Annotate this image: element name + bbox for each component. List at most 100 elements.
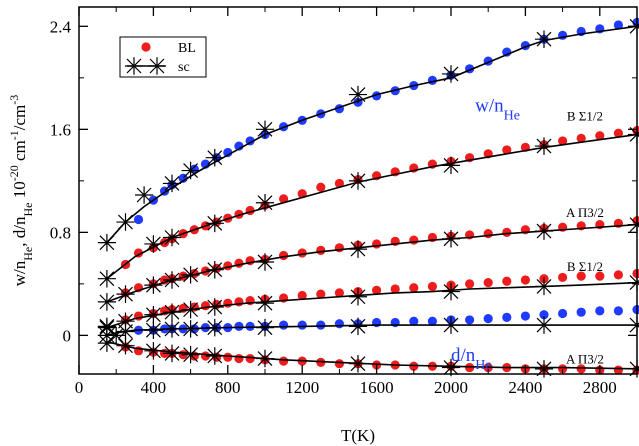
data-point	[390, 284, 400, 294]
sc-marker	[181, 266, 200, 284]
series-5	[97, 334, 639, 378]
x-tick-label: 1600	[360, 378, 394, 397]
data-point	[279, 250, 289, 261]
sc-marker	[255, 294, 275, 312]
data-point	[502, 145, 512, 155]
data-point	[520, 275, 531, 285]
y-tick-label: 0.8	[50, 223, 71, 242]
sc-marker	[441, 65, 461, 83]
data-point	[613, 270, 624, 280]
axes: 0 400 800 1200 1600 2000 2400 2800 0 0.8 1.6 2.4	[50, 7, 637, 397]
data-point	[334, 319, 344, 329]
sc-marker	[205, 148, 224, 167]
data-point	[409, 316, 419, 326]
data-point	[595, 131, 605, 141]
data-point	[409, 283, 419, 293]
curve-label-aw: A Π3/2	[566, 205, 604, 220]
data-point	[234, 297, 244, 307]
curve-label-bw: B Σ1/2	[567, 108, 603, 123]
data-point	[223, 298, 233, 308]
sc-marker	[348, 240, 368, 258]
data-point	[632, 268, 639, 279]
data-point	[279, 320, 289, 330]
data-point	[465, 362, 475, 373]
data-point	[372, 360, 382, 370]
y-tick-label: 0	[63, 326, 72, 345]
data-point	[558, 272, 568, 283]
data-point	[234, 258, 244, 268]
data-point	[502, 312, 512, 322]
sc-marker	[97, 334, 116, 352]
x-tick-label: 400	[141, 378, 167, 397]
sc-marker	[205, 318, 224, 337]
data-point	[576, 364, 586, 374]
sc-marker	[441, 316, 461, 334]
data-point	[200, 266, 211, 276]
legend-dot	[141, 42, 151, 52]
sc-marker	[205, 298, 224, 316]
data-point	[279, 194, 289, 204]
sc-marker	[348, 172, 368, 190]
sc-marker	[97, 293, 116, 311]
sc-marker	[144, 276, 163, 294]
data-point	[334, 243, 344, 253]
sc-marker	[162, 320, 182, 338]
y-axis-title: w/nHe, d/nHe 10-20 cm-1/cm-3	[7, 95, 35, 287]
sc-marker	[116, 336, 135, 355]
sc-marker	[534, 137, 554, 155]
sc-marker	[144, 342, 163, 360]
sc-marker	[162, 271, 182, 289]
data-point	[465, 279, 475, 289]
sc-marker	[181, 300, 200, 319]
sc-marker	[97, 317, 116, 336]
data-point	[297, 320, 307, 330]
data-point	[427, 316, 437, 326]
x-tick-label: 0	[75, 378, 84, 397]
x-tick-label: 1200	[285, 378, 319, 397]
data-point	[427, 281, 437, 292]
data-point	[316, 320, 326, 330]
sc-marker	[162, 174, 182, 193]
sc-marker	[97, 233, 116, 252]
data-point	[200, 301, 211, 311]
data-point	[576, 271, 586, 281]
sc-marker	[162, 344, 182, 363]
data-point	[558, 364, 568, 374]
sc-marker	[205, 214, 224, 233]
curve-label-bd: B Σ1/2	[567, 259, 603, 274]
sc-marker	[534, 222, 554, 240]
y-tick-label: 1.6	[50, 120, 71, 139]
sc-marker	[162, 228, 182, 247]
data-point	[539, 310, 549, 320]
sc-marker	[441, 156, 461, 175]
sc-marker	[135, 186, 154, 204]
data-point	[632, 305, 639, 315]
data-point	[502, 227, 512, 237]
sc-marker	[348, 317, 368, 336]
sc-marker	[348, 85, 368, 104]
series-0	[97, 17, 639, 270]
sc-marker	[255, 120, 275, 139]
sc-marker	[107, 326, 126, 345]
data-point	[483, 314, 493, 324]
data-point	[223, 352, 233, 362]
sc-marker	[181, 320, 200, 338]
data-point	[316, 182, 326, 192]
data-point	[316, 245, 326, 255]
data-point	[279, 356, 289, 366]
sc-marker	[97, 269, 116, 288]
sc-marker	[348, 354, 368, 373]
data-point	[520, 311, 531, 321]
sc-marker	[116, 322, 135, 341]
sc-marker	[534, 277, 554, 296]
curve-label-d: d/nHe	[451, 345, 492, 373]
data-point	[576, 307, 586, 317]
data-point	[372, 239, 382, 249]
sc-marker	[181, 345, 200, 364]
data-point	[316, 289, 326, 299]
sc-marker	[116, 213, 135, 231]
sc-marker	[205, 260, 224, 279]
data-point	[334, 178, 344, 189]
sc-marker	[348, 287, 368, 306]
